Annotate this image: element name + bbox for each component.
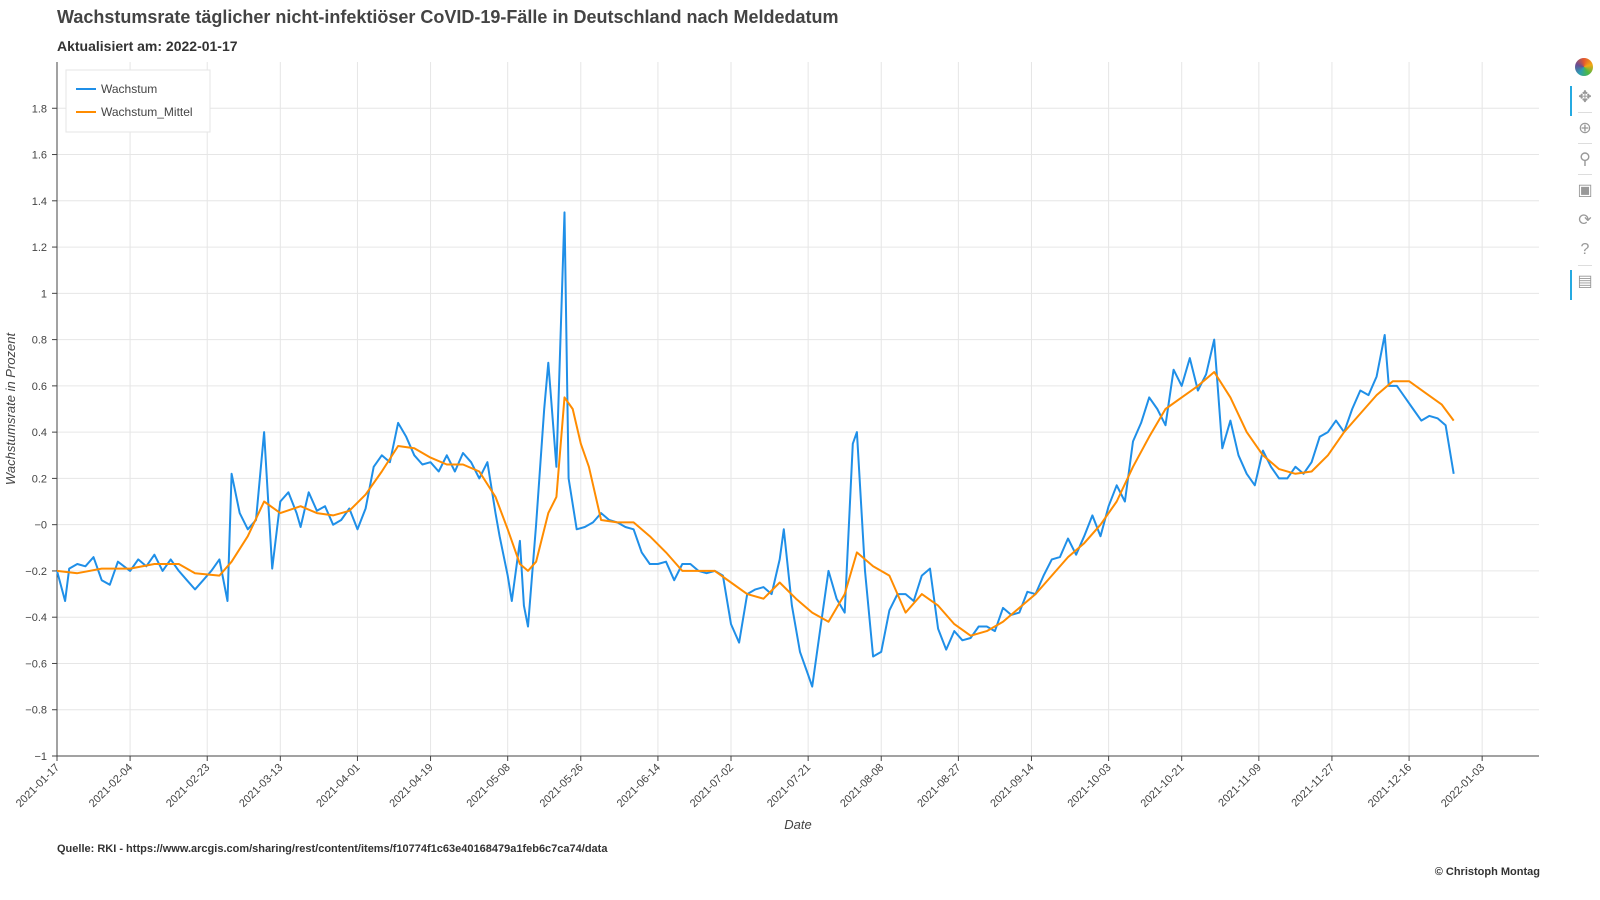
toolbar-divider <box>1578 174 1592 175</box>
y-axis-label: Wachstumsrate in Prozent <box>3 332 18 486</box>
hover-icon[interactable]: ▤ <box>1570 270 1596 300</box>
x-tick-label: 2021-04-19 <box>387 762 435 810</box>
source-note: Quelle: RKI - https://www.arcgis.com/sha… <box>57 843 608 855</box>
y-tick-label: 0.8 <box>32 335 47 347</box>
y-tick-label: 1 <box>41 288 47 300</box>
series-line-wachstum_mittel <box>56 371 1455 637</box>
x-tick-label: 2021-11-27 <box>1289 762 1337 810</box>
x-tick-label: 2021-03-13 <box>237 762 285 810</box>
toolbar-divider <box>1578 112 1592 113</box>
x-tick-label: 2021-06-14 <box>615 762 663 810</box>
x-tick-label: 2021-07-21 <box>765 762 813 810</box>
y-tick-label: −0.4 <box>25 612 47 624</box>
reset-icon[interactable]: ⟳ <box>1578 212 1592 229</box>
chart-toolbar: ✥ ⊕ ⚲ ▣ ⟳ ? ▤ <box>1570 58 1600 300</box>
box-zoom-icon[interactable]: ⊕ <box>1578 120 1592 137</box>
x-tick-label: 2021-11-09 <box>1216 762 1264 810</box>
save-icon[interactable]: ▣ <box>1577 182 1593 199</box>
x-tick-label: 2021-10-21 <box>1139 762 1187 810</box>
y-tick-label: −0.2 <box>25 566 47 578</box>
y-tick-label: −0.6 <box>25 658 47 670</box>
y-tick-label: 0.4 <box>32 427 47 439</box>
x-tick-label: 2021-02-23 <box>164 762 212 810</box>
y-tick-label: −0 <box>34 520 47 532</box>
x-tick-label: 2021-07-02 <box>688 762 736 810</box>
y-tick-label: −1 <box>34 751 47 763</box>
y-tick-label: 1.6 <box>32 150 47 162</box>
pan-icon[interactable]: ✥ <box>1570 86 1596 116</box>
wheel-zoom-icon[interactable]: ⚲ <box>1579 151 1591 168</box>
legend-label: Wachstum_Mittel <box>101 105 193 119</box>
x-tick-label: 2021-02-04 <box>87 762 135 810</box>
x-tick-label: 2022-01-03 <box>1439 762 1487 810</box>
series-line-wachstum <box>56 211 1455 688</box>
chart-title: Wachstumsrate täglicher nicht-infektiöse… <box>57 7 839 27</box>
y-tick-label: 1.4 <box>32 196 47 208</box>
x-tick-label: 2021-08-27 <box>915 762 963 810</box>
legend-box <box>65 69 211 133</box>
y-tick-label: 0.6 <box>32 381 47 393</box>
x-tick-label: 2021-08-08 <box>838 762 886 810</box>
x-tick-label: 2021-10-03 <box>1065 762 1113 810</box>
y-tick-label: −0.8 <box>25 705 47 717</box>
toolbar-divider <box>1578 143 1592 144</box>
x-axis-label: Date <box>784 817 811 832</box>
x-tick-label: 2021-01-17 <box>14 762 62 810</box>
x-tick-label: 2021-05-08 <box>465 762 513 810</box>
bokeh-logo-icon[interactable] <box>1575 58 1593 76</box>
help-icon[interactable]: ? <box>1580 241 1590 258</box>
y-tick-label: 1.8 <box>32 103 47 115</box>
y-tick-label: 1.2 <box>32 242 47 254</box>
x-tick-label: 2021-09-14 <box>988 762 1036 810</box>
copyright-note: © Christoph Montag <box>1434 866 1540 878</box>
chart-subtitle: Aktualisiert am: 2022-01-17 <box>57 38 238 54</box>
y-tick-label: 0.2 <box>32 473 47 485</box>
x-tick-label: 2021-05-26 <box>538 762 586 810</box>
x-tick-label: 2021-04-01 <box>314 762 362 810</box>
x-tick-label: 2021-12-16 <box>1366 762 1414 810</box>
legend-label: Wachstum <box>101 82 157 96</box>
toolbar-divider <box>1578 265 1592 266</box>
